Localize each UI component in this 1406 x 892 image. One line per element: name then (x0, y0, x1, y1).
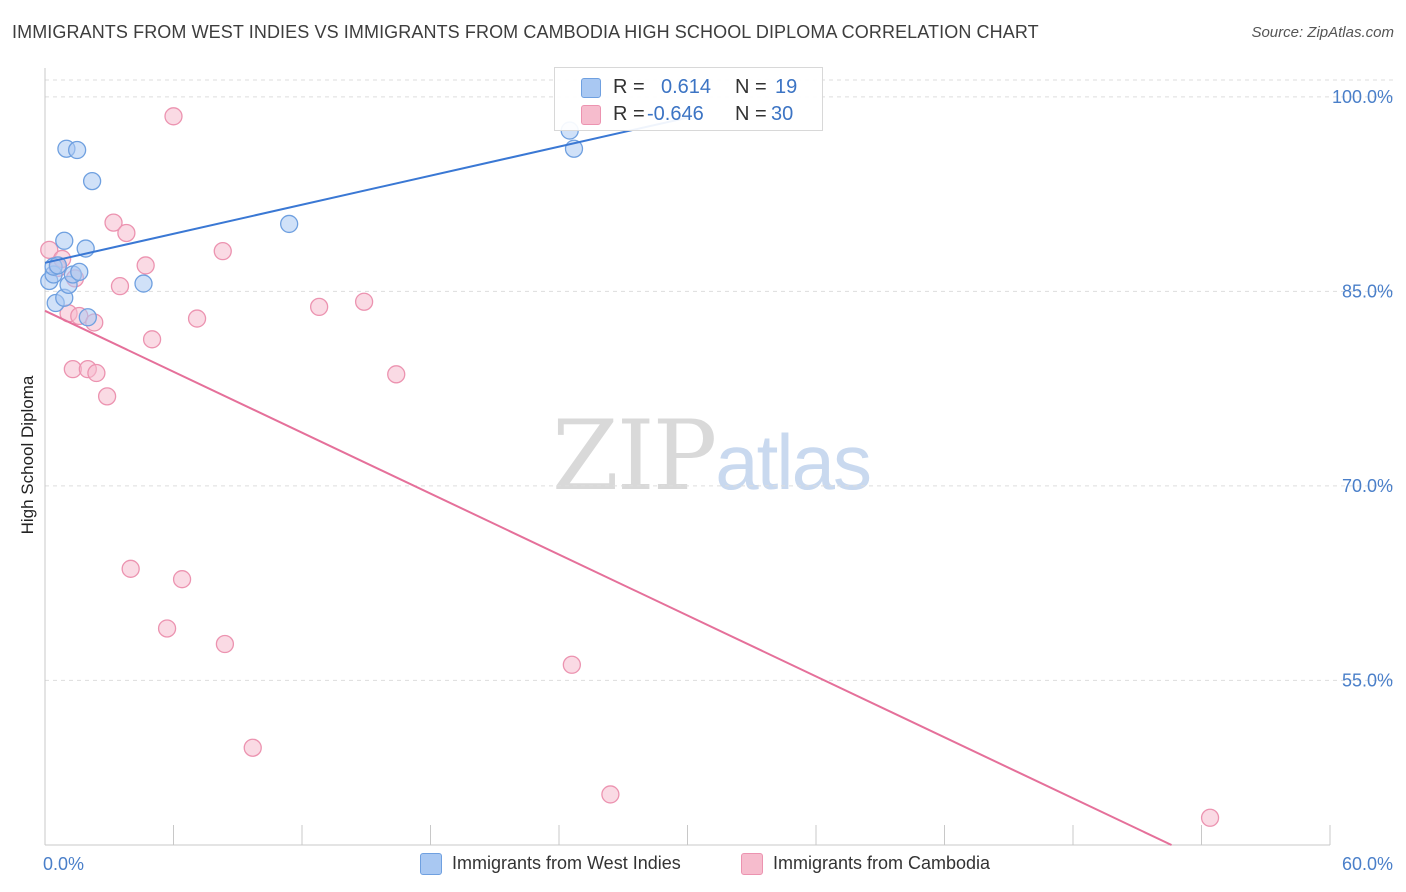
scatter-point-cambodia (87, 363, 106, 383)
y-tick-label: 85.0% (1342, 281, 1393, 301)
legend-swatch-west-indies (420, 853, 442, 875)
stats-n-value: 30 (771, 103, 794, 125)
scatter-point-cambodia (157, 619, 177, 638)
trend-line-west-indies (44, 116, 688, 264)
scatter-point-cambodia (187, 309, 207, 328)
scatter-point-cambodia (172, 570, 192, 589)
legend-label-west-indies: Immigrants from West Indies (452, 853, 681, 873)
stats-row-cambodia: R = -0.646 N = 30 (555, 101, 822, 127)
stats-row-west-indies: R = 0.614 N = 19 (555, 74, 822, 100)
scatter-point-west-indies (134, 274, 153, 293)
scatter-point-cambodia (213, 242, 232, 261)
scatter-point-cambodia (562, 655, 581, 674)
scatter-point-cambodia (117, 223, 136, 243)
watermark-atlas: atlas (715, 418, 872, 506)
scatter-point-west-indies (55, 231, 74, 250)
stats-swatch-west-indies (581, 78, 601, 98)
source-credit: Source: ZipAtlas.com (1251, 24, 1394, 41)
y-tick-label: 100.0% (1332, 87, 1393, 107)
stats-r-value: -0.646 (647, 103, 704, 125)
watermark: ZIPatlas (552, 400, 872, 512)
chart-title: IMMIGRANTS FROM WEST INDIES VS IMMIGRANT… (12, 22, 1039, 42)
stats-r-value: 0.614 (661, 76, 712, 98)
stats-swatch-cambodia (581, 105, 601, 125)
x-tick-label: 0.0% (43, 854, 84, 874)
scatter-point-cambodia (121, 559, 140, 578)
scatter-point-west-indies (279, 214, 299, 234)
trend-line-cambodia (44, 309, 1172, 846)
legend-label-cambodia: Immigrants from Cambodia (773, 853, 991, 873)
scatter-point-west-indies (82, 171, 102, 191)
scatter-point-cambodia (136, 256, 155, 275)
scatter-point-cambodia (309, 297, 329, 317)
scatter-point-west-indies (67, 140, 87, 160)
scatter-point-cambodia (387, 365, 406, 384)
y-tick-label: 55.0% (1342, 670, 1393, 690)
scatter-point-cambodia (215, 634, 235, 654)
stats-n-label: N = (735, 76, 767, 98)
stats-box: R = 0.614 N = 19 R = -0.646 N = 30 (554, 67, 823, 131)
scatter-point-cambodia (40, 240, 59, 260)
stats-r-label: R = (613, 103, 645, 125)
scatter-point-cambodia (243, 738, 262, 757)
scatter-point-cambodia (601, 785, 620, 804)
scatter-point-west-indies (70, 262, 89, 282)
scatter-point-cambodia (354, 292, 374, 311)
stats-r-label: R = (613, 76, 645, 98)
scatter-point-west-indies (78, 308, 97, 327)
x-tick-label: 60.0% (1342, 854, 1393, 874)
y-tick-label: 70.0% (1342, 476, 1393, 496)
watermark-zip: ZIP (552, 400, 717, 512)
scatter-point-cambodia (164, 107, 183, 126)
scatter-point-cambodia (97, 387, 117, 406)
stats-n-label: N = (735, 103, 767, 125)
scatter-point-cambodia (142, 330, 162, 349)
scatter-point-cambodia (104, 213, 123, 232)
legend-swatch-cambodia (741, 853, 763, 875)
stats-n-value: 19 (775, 76, 798, 98)
scatter-point-cambodia (1200, 808, 1220, 827)
scatter-point-cambodia (110, 277, 130, 296)
